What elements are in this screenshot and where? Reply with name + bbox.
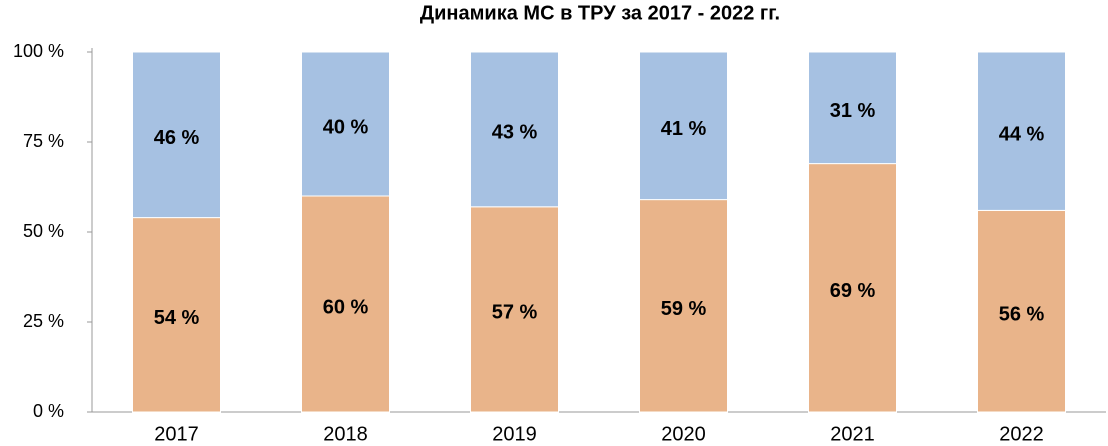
x-tick-label: 2020 [661, 423, 706, 445]
bar-segment [977, 209, 1066, 413]
data-label: 46 % [154, 127, 200, 149]
bar-segment [639, 51, 728, 201]
data-label: 41 % [661, 118, 707, 140]
bar-segment [470, 51, 559, 208]
data-label: 60 % [323, 296, 369, 318]
bar-segment [808, 163, 897, 413]
y-tick-label: 0 % [33, 401, 64, 421]
data-label: 31 % [830, 100, 876, 122]
y-tick-label: 75 % [23, 131, 64, 151]
x-tick-label: 2021 [830, 423, 875, 445]
data-label: 56 % [999, 303, 1045, 325]
bar-segment [639, 199, 728, 413]
x-tick-label: 2018 [323, 423, 368, 445]
chart-title: Динамика МС в ТРУ за 2017 - 2022 гг. [420, 2, 780, 24]
y-tick-label: 25 % [23, 311, 64, 331]
data-label: 69 % [830, 280, 876, 302]
x-tick-label: 2022 [999, 423, 1044, 445]
data-label: 44 % [999, 123, 1045, 145]
x-tick-label: 2017 [154, 423, 199, 445]
data-label: 40 % [323, 116, 369, 138]
bar-segment [132, 217, 221, 413]
bar-segment [132, 51, 221, 219]
bar-segment [470, 206, 559, 413]
y-tick-label: 50 % [23, 221, 64, 241]
bar-segment [808, 51, 897, 165]
data-label: 54 % [154, 307, 200, 329]
bar-segment [977, 51, 1066, 211]
y-tick-label: 100 % [13, 41, 64, 61]
data-label: 43 % [492, 122, 538, 144]
x-tick-label: 2019 [492, 423, 537, 445]
bar-segment [301, 195, 390, 413]
bar-segment [301, 51, 390, 197]
data-label: 57 % [492, 302, 538, 324]
data-label: 59 % [661, 298, 707, 320]
